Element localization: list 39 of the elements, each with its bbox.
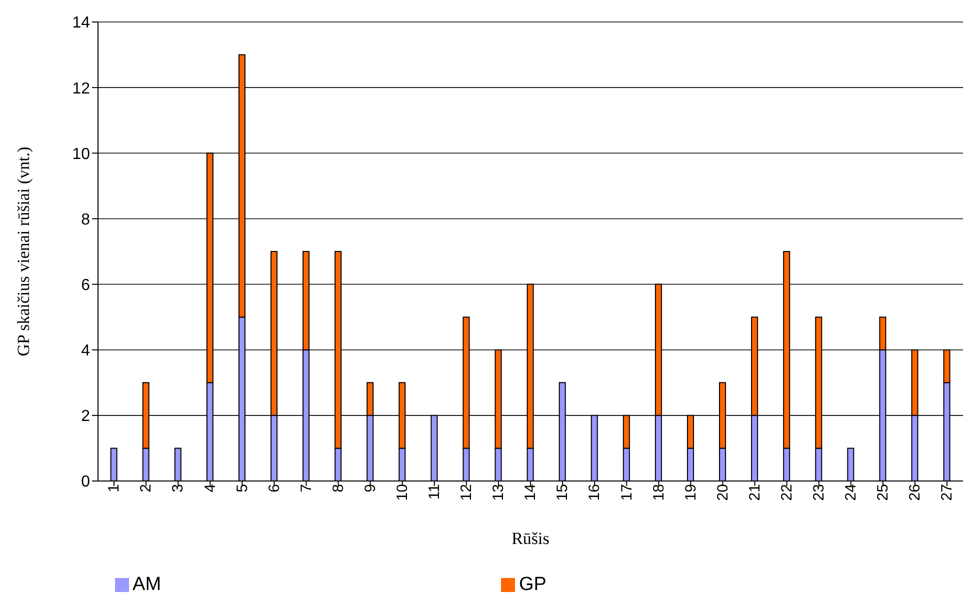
legend-label: GP (519, 574, 546, 595)
x-tick-label: 7 (298, 484, 315, 492)
y-tick-label: 2 (81, 408, 90, 426)
x-tick-label: 14 (522, 484, 540, 501)
x-tick-label: 3 (170, 484, 187, 492)
x-tick-label: 24 (842, 484, 860, 501)
x-tick-label: 22 (778, 484, 796, 501)
y-tick-label: 8 (81, 211, 90, 228)
x-tick-label: 19 (682, 484, 700, 501)
x-tick-label: 9 (362, 484, 379, 492)
x-tick-label: 20 (714, 484, 732, 501)
x-tick-label: 13 (490, 484, 508, 501)
x-tick-label: 18 (650, 484, 668, 501)
y-axis-title: GP skaičius vienai rūšiai (vnt.) (14, 146, 34, 356)
y-tick-label: 4 (81, 342, 90, 360)
y-tick-label: 0 (81, 474, 90, 491)
x-tick-label: 17 (618, 484, 636, 501)
x-tick-label: 11 (426, 484, 444, 500)
y-tick-label: 10 (72, 146, 90, 163)
y-tick-label: 14 (72, 14, 90, 32)
y-tick-label: 6 (81, 276, 90, 294)
x-tick-label: 26 (906, 484, 924, 501)
x-tick-label: 4 (202, 484, 219, 492)
x-tick-label: 15 (554, 484, 572, 501)
x-tick-label: 16 (586, 484, 604, 501)
x-tick-label: 1 (106, 484, 123, 492)
x-tick-label: 5 (234, 484, 251, 492)
x-tick-label: 25 (874, 484, 892, 501)
x-tick-label: 8 (330, 484, 347, 492)
x-tick-label: 21 (746, 484, 764, 501)
x-tick-label: 10 (394, 484, 411, 501)
x-tick-label: 23 (810, 484, 828, 501)
x-tick-label: 12 (458, 484, 476, 501)
x-axis-title: Rūšis (512, 529, 550, 548)
x-tick-label: 27 (938, 484, 956, 501)
x-tick-label: 6 (266, 484, 283, 492)
y-tick-label: 12 (72, 80, 90, 98)
legend-label: AM (132, 574, 162, 595)
x-tick-label: 2 (138, 484, 155, 492)
